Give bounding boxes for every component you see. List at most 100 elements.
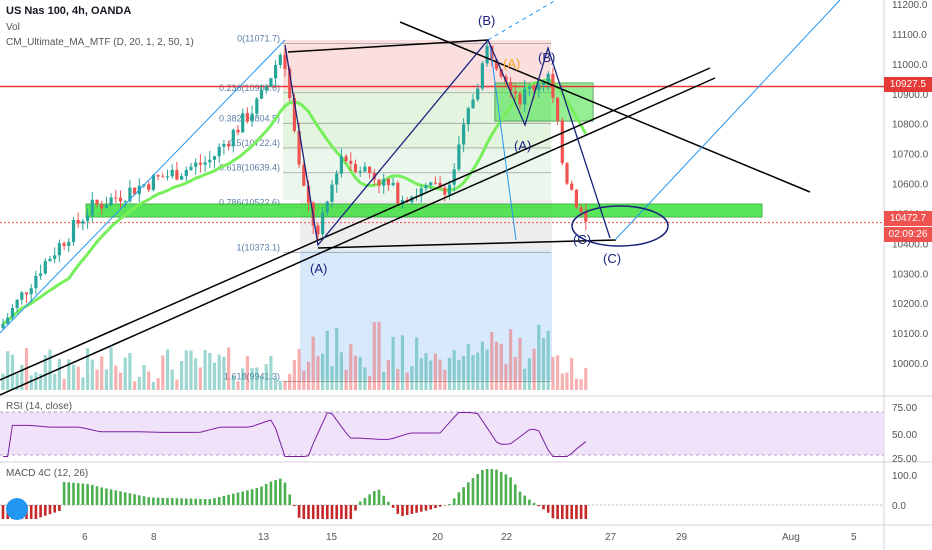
candle-body [509, 82, 513, 92]
macd-bar [373, 491, 376, 505]
trend-line-lower-2 [0, 77, 716, 396]
candle-body [241, 113, 245, 133]
volume-bar [175, 379, 179, 390]
volume-bar [20, 364, 24, 390]
macd-bar [236, 492, 240, 505]
price-axis-tick: 10700.0 [892, 150, 929, 161]
volume-bar [368, 375, 372, 390]
candle-body [24, 292, 29, 295]
macd-bar [307, 505, 310, 519]
candle-body [81, 221, 85, 224]
candle-body [480, 63, 484, 89]
candle-body [386, 178, 390, 186]
macd-bar [222, 495, 226, 505]
macd-bar [579, 505, 583, 519]
time-axis-tick: 20 [432, 532, 444, 543]
volume-bar [259, 376, 264, 390]
macd-bar [166, 497, 169, 505]
volume-bar [335, 327, 339, 390]
candle-body [20, 292, 24, 300]
candle-body [90, 199, 94, 216]
volume-bar [10, 354, 14, 390]
volume-bar [466, 344, 470, 390]
candle-body [565, 163, 569, 184]
volume-bar [429, 360, 433, 390]
macd-bar [575, 505, 578, 519]
volume-bar [452, 350, 456, 390]
volume-bar [203, 349, 207, 390]
macd-bar [260, 486, 263, 505]
candle-body [344, 156, 348, 162]
macd-tick: 100.0 [892, 471, 917, 482]
macd-bar [438, 505, 442, 507]
macd-bar [561, 505, 564, 519]
projection-line-left [0, 39, 286, 334]
candle-body [400, 200, 405, 204]
rsi-line [3, 412, 587, 457]
volume-bar [330, 365, 334, 390]
macd-bar [382, 495, 385, 505]
candle-body [433, 182, 437, 184]
candle-body [39, 273, 43, 276]
symbol-title: US Nas 100, 4h, OANDA [6, 5, 132, 17]
macd-bar [537, 505, 541, 507]
macd-bar [288, 494, 291, 505]
elliott-wave-path [284, 38, 611, 247]
macd-bar [429, 505, 432, 510]
candle-body [10, 307, 14, 318]
fib-level-label: 0(11071.7) [237, 33, 280, 43]
volume-bar [278, 380, 282, 390]
macd-bar [217, 496, 221, 505]
volume-bar [382, 372, 386, 390]
countdown-tag: 02:09:26 [884, 227, 932, 242]
price-axis-tick: 10900.0 [892, 90, 929, 101]
candle-body [560, 120, 564, 164]
fib-level-label: 1.618(9941.3) [224, 372, 280, 382]
volume-bar [86, 348, 90, 390]
candle-body [161, 176, 165, 178]
candle-body [330, 184, 334, 202]
candle-body [490, 45, 494, 60]
volume-bar [377, 321, 381, 390]
price-axis-tick: 11200.0 [892, 0, 928, 11]
candle-body [541, 82, 546, 85]
fib-level-label: 0.382(10804.5) [219, 113, 280, 123]
volume-bar [109, 347, 113, 390]
volume-bar [288, 373, 292, 390]
macd-bar [424, 505, 428, 511]
volume-bar [532, 348, 536, 390]
macd-bar [100, 487, 103, 505]
macd-bar [297, 505, 301, 518]
price-axis-tick: 10000.0 [892, 359, 929, 370]
macd-bar [53, 505, 56, 513]
tradingview-logo-icon[interactable] [6, 498, 28, 520]
candle-body [316, 225, 320, 235]
candle-body [156, 175, 160, 177]
candle-body [133, 187, 137, 195]
time-axis-tick: 8 [151, 532, 157, 543]
volume-bar [372, 322, 376, 390]
volume-bar [156, 378, 160, 390]
macd-bar [316, 505, 320, 519]
candle-body [574, 189, 578, 208]
candle-body [306, 185, 311, 203]
candle-body [212, 156, 217, 160]
macd-bar [401, 505, 404, 517]
macd-bar [565, 505, 569, 519]
volume-bar [123, 357, 127, 390]
fib-zone-extension [300, 250, 552, 380]
rsi-tick: 50.00 [892, 430, 917, 441]
fib-level-label: 0.618(10639.4) [219, 163, 280, 173]
macd-bar [283, 482, 287, 505]
trend-line-top [287, 39, 489, 53]
macd-bar [34, 505, 38, 519]
volume-bar [325, 330, 329, 390]
candle-body [466, 108, 470, 125]
volume-bar [6, 351, 10, 390]
volume-bar [363, 367, 367, 390]
volume-bar [264, 364, 268, 390]
time-axis-tick: Aug [782, 532, 800, 543]
volume-bar [339, 352, 343, 390]
volume-bar [133, 381, 137, 390]
